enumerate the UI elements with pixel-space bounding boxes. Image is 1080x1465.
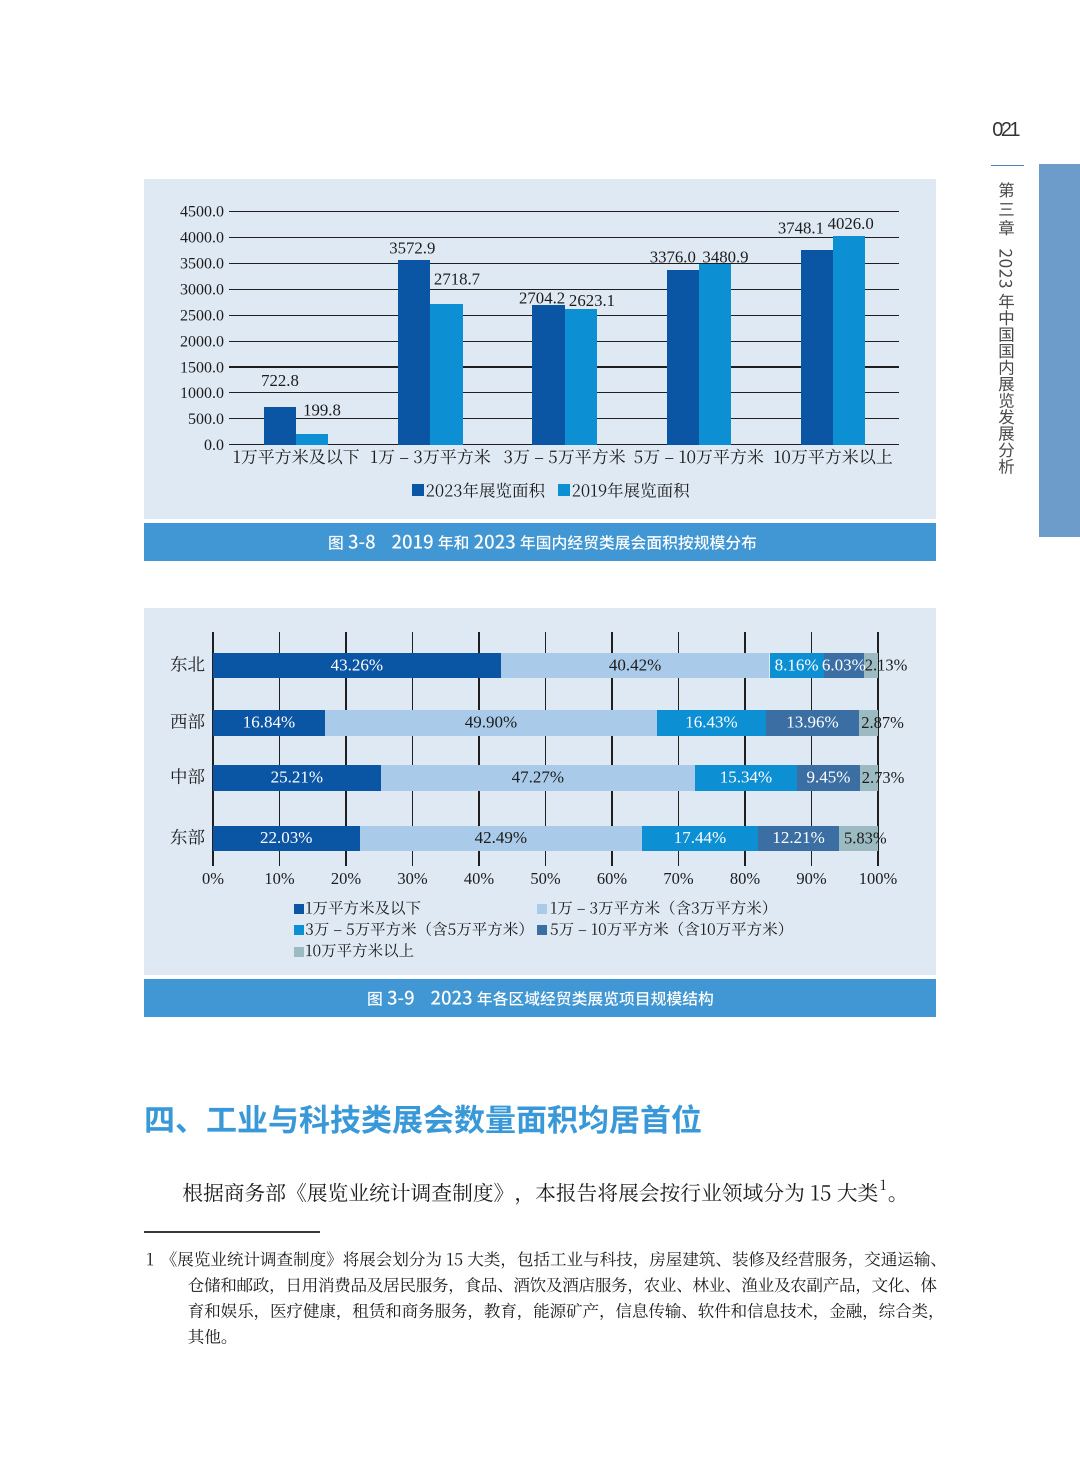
svg-text:6.03%: 6.03% — [822, 655, 866, 674]
svg-text:22.03%: 22.03% — [260, 828, 312, 847]
svg-text:3572.9: 3572.9 — [389, 239, 435, 258]
svg-text:2.13%: 2.13% — [865, 656, 908, 675]
svg-text:16.43%: 16.43% — [685, 713, 737, 732]
svg-text:199.8: 199.8 — [303, 401, 341, 420]
svg-text:4026.0: 4026.0 — [828, 214, 874, 233]
svg-text:9.45%: 9.45% — [806, 768, 850, 787]
svg-text:2.87%: 2.87% — [861, 713, 904, 732]
svg-text:80%: 80% — [730, 869, 761, 888]
svg-text:15.34%: 15.34% — [720, 768, 772, 787]
svg-text:25.21%: 25.21% — [271, 768, 323, 787]
svg-text:3376.0: 3376.0 — [650, 248, 696, 267]
svg-text:40.42%: 40.42% — [609, 655, 661, 674]
svg-text:1500.0: 1500.0 — [180, 359, 224, 376]
svg-text:3000.0: 3000.0 — [180, 282, 224, 299]
svg-text:42.49%: 42.49% — [475, 828, 527, 847]
svg-text:16.84%: 16.84% — [243, 713, 295, 732]
svg-text:4500.0: 4500.0 — [180, 204, 224, 221]
svg-text:30%: 30% — [397, 869, 428, 888]
svg-text:0%: 0% — [202, 869, 224, 888]
svg-text:3480.9: 3480.9 — [702, 248, 748, 267]
svg-text:4000.0: 4000.0 — [180, 230, 224, 247]
svg-text:2704.2: 2704.2 — [519, 289, 565, 308]
svg-text:47.27%: 47.27% — [512, 768, 564, 787]
svg-text:2000.0: 2000.0 — [180, 333, 224, 350]
svg-text:13.96%: 13.96% — [786, 713, 838, 732]
svg-text:20%: 20% — [331, 869, 362, 888]
svg-text:49.90%: 49.90% — [465, 713, 517, 732]
svg-text:021: 021 — [992, 119, 1020, 141]
svg-text:722.8: 722.8 — [261, 371, 299, 390]
svg-text:8.16%: 8.16% — [775, 655, 819, 674]
svg-text:43.26%: 43.26% — [331, 655, 383, 674]
svg-text:17.44%: 17.44% — [674, 828, 726, 847]
svg-text:2718.7: 2718.7 — [434, 270, 480, 289]
svg-text:60%: 60% — [597, 869, 628, 888]
svg-text:70%: 70% — [663, 869, 694, 888]
svg-text:3748.1: 3748.1 — [778, 219, 824, 238]
svg-text:0.0: 0.0 — [204, 437, 224, 454]
svg-text:40%: 40% — [464, 869, 495, 888]
svg-text:2500.0: 2500.0 — [180, 307, 224, 324]
svg-text:2.73%: 2.73% — [862, 768, 905, 787]
svg-text:1000.0: 1000.0 — [180, 385, 224, 402]
svg-text:3500.0: 3500.0 — [180, 256, 224, 273]
svg-text:12.21%: 12.21% — [772, 828, 824, 847]
svg-text:10%: 10% — [264, 869, 295, 888]
svg-text:50%: 50% — [530, 869, 561, 888]
svg-text:2623.1: 2623.1 — [569, 291, 615, 310]
svg-text:100%: 100% — [859, 869, 898, 888]
svg-text:5.83%: 5.83% — [844, 829, 887, 848]
svg-text:90%: 90% — [796, 869, 827, 888]
svg-text:500.0: 500.0 — [188, 411, 224, 428]
